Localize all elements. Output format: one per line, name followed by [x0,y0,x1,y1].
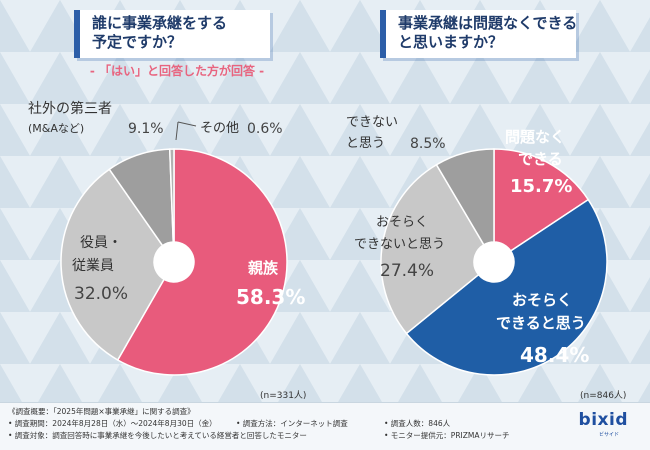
donut-hole [154,242,194,282]
footer-count: • 調査人数：846人 [384,419,451,428]
label-probably-no-1: おそらく [376,215,428,230]
label-family: 親族 [248,259,279,277]
value-probably-yes: 48.4% [520,343,589,367]
leader-line-other [175,121,179,141]
value-family: 58.3% [236,285,305,309]
footer-survey-title: 《調査概要：「2025年問題×事業承継」に関する調査》 [8,407,195,416]
left-sample-size: (n=331人) [260,391,307,401]
left-pie-labels: 親族 58.3% 役員・ 従業員 32.0% 社外の第三者 (M&Aなど) 9.… [28,100,305,309]
left-pie [60,148,288,376]
value-probably-no: 27.4% [380,261,434,281]
label-cannot-1: できない [346,115,398,130]
label-probably-yes-2: できると思う [496,314,586,332]
label-probably-no-2: できないと思う [354,237,445,252]
value-cannot: 8.5% [410,136,446,152]
footer-provider: • モニター提供元：PRIZMAリサーチ [384,431,510,440]
donut-hole [474,242,514,282]
footer-target: • 調査対象：調査回答時に事業承継を今後したいと考えている経営者と回答したモニタ… [8,431,307,440]
right-pie [380,148,608,376]
right-sample-size: (n=846人) [580,391,627,401]
leader-line-other-2 [177,121,197,127]
label-cannot-2: と思う [346,136,385,151]
right-title-line2: と思いますか？ [398,33,504,51]
label-staff-1: 役員・ [80,235,122,251]
footer-period: • 調査期間：2024年8月28日（水）〜2024年8月30日（金） [8,419,217,428]
value-other: 0.6% [247,121,283,137]
left-title-line2: 予定ですか？ [92,33,183,51]
label-probably-yes-1: おそらく [512,291,572,309]
value-staff: 32.0% [74,284,128,304]
footer-method: • 調査方法：インターネット調査 [236,419,348,428]
label-no-problem-1: 問題なく [505,128,565,146]
label-third-party-2: (M&Aなど) [28,122,84,135]
right-title-line1: 事業承継は問題なくできる [398,14,578,32]
value-third-party: 9.1% [128,121,164,137]
label-third-party-1: 社外の第三者 [28,100,112,117]
pie-charts: 親族 58.3% 役員・ 従業員 32.0% 社外の第三者 (M&Aなど) 9.… [28,100,608,376]
bixid-logo: bixid [578,410,628,430]
right-question-title: 事業承継は問題なくできる と思いますか？ [380,10,578,58]
left-title-line1: 誰に事業承継をする [92,14,228,32]
left-answer-note: - 「はい」と回答した方が回答 - [89,64,265,78]
label-no-problem-2: できる [518,150,563,168]
survey-footer [0,402,650,450]
value-no-problem: 15.7% [510,176,572,197]
right-pie-labels: 問題なく できる 15.7% おそらく できると思う 48.4% おそらく でき… [346,115,589,367]
label-staff-2: 従業員 [72,258,114,274]
label-other: その他 [200,121,239,136]
left-question-title: 誰に事業承継をする 予定ですか？ [74,10,270,58]
bixid-logo-sub: ビサイド [598,432,619,438]
